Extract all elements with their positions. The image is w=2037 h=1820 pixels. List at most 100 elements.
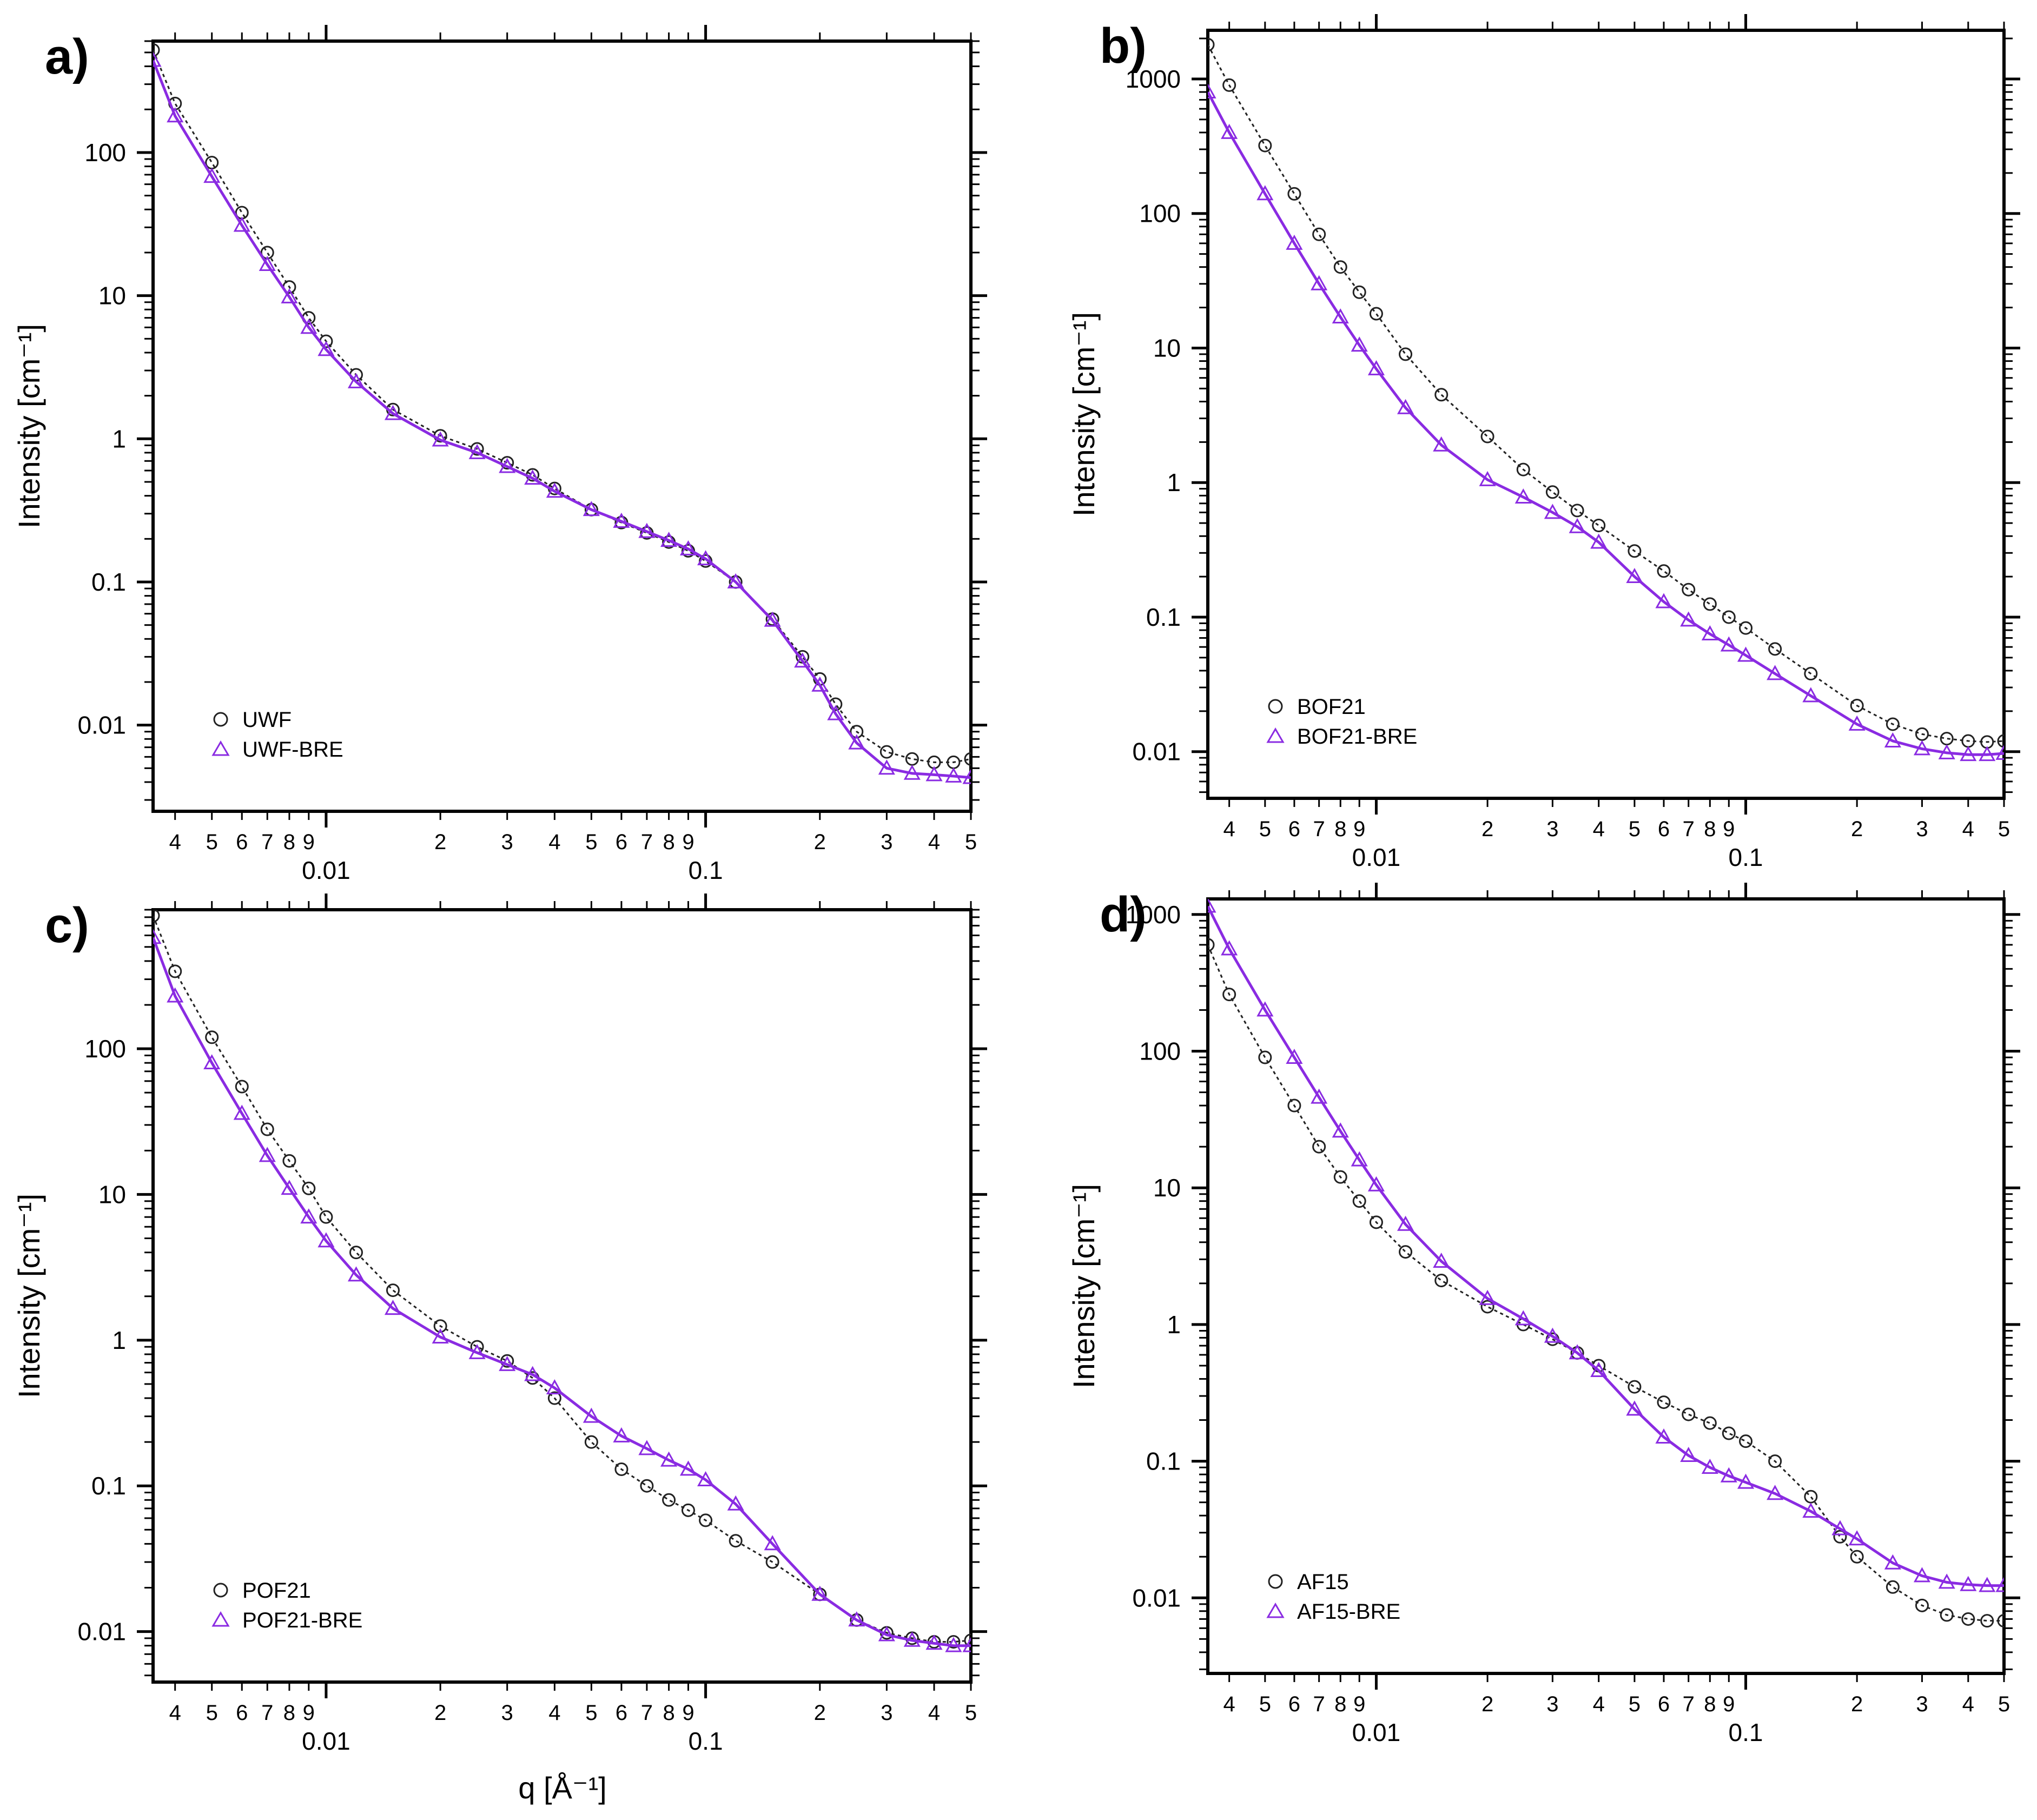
- data-point-triangle: [1514, 1310, 1532, 1326]
- data-point-triangle: [1256, 1001, 1274, 1017]
- x-minor-tick-label: 3: [881, 830, 892, 854]
- data-point-circle: [1222, 988, 1236, 1002]
- data-point-triangle: [384, 1300, 402, 1315]
- data-point-triangle: [1479, 1289, 1496, 1305]
- x-minor-tick-label: 2: [1851, 817, 1863, 841]
- data-point-triangle: [432, 1328, 449, 1344]
- data-point-triangle: [1960, 746, 1977, 762]
- panel-label-4: d): [1100, 887, 1147, 942]
- y-tick-label: 10: [98, 1180, 126, 1208]
- x-minor-tick-label: 5: [206, 1701, 218, 1725]
- x-minor-tick-label: 4: [548, 830, 560, 854]
- x-minor-tick-label: 5: [1629, 817, 1641, 841]
- plot-area-2: [1208, 37, 2004, 762]
- series-line-af15: [1208, 944, 2004, 1622]
- data-point-triangle: [1590, 1362, 1608, 1378]
- x-minor-tick-label: 8: [1334, 1692, 1346, 1716]
- data-point-circle: [1434, 388, 1449, 402]
- data-point-triangle: [1590, 533, 1608, 549]
- data-point-triangle: [524, 1366, 541, 1381]
- data-point-circle: [168, 964, 182, 978]
- data-point-circle: [349, 1246, 363, 1260]
- x-minor-tick-label: 3: [881, 1701, 892, 1725]
- data-point-triangle: [1397, 399, 1414, 414]
- data-point-triangle: [945, 1637, 962, 1652]
- data-point-circle: [1961, 1612, 1975, 1626]
- data-point-circle: [1722, 1426, 1736, 1440]
- data-point-triangle: [903, 1631, 921, 1647]
- data-point-triangle: [1286, 234, 1303, 250]
- x-minor-tick-label: 2: [1482, 1692, 1493, 1716]
- data-point-circle: [1333, 1170, 1347, 1184]
- x-minor-tick-label: 5: [1998, 1692, 2010, 1716]
- data-point-triangle: [347, 373, 365, 388]
- x-minor-tick-label: 6: [1288, 1692, 1300, 1716]
- data-point-circle: [1480, 1300, 1494, 1314]
- y-tick-label: 0.1: [1146, 603, 1181, 631]
- x-minor-tick-label: 2: [814, 830, 826, 854]
- data-point-triangle: [1938, 744, 1955, 759]
- data-point-triangle: [1351, 1151, 1368, 1167]
- legend-entry: AF15-BRE: [1297, 1600, 1400, 1624]
- data-point-circle: [1915, 727, 1929, 741]
- data-point-triangle: [679, 1460, 697, 1476]
- data-point-triangle: [203, 1054, 221, 1070]
- data-point-circle: [433, 1319, 447, 1333]
- y-axis-label: Intensity [cm⁻¹]: [1067, 312, 1101, 517]
- x-minor-tick-label: 2: [434, 1701, 446, 1725]
- y-tick-label: 1: [112, 1326, 126, 1354]
- data-point-triangle: [153, 929, 162, 944]
- x-minor-tick-label: 2: [814, 1701, 826, 1725]
- data-point-triangle: [1884, 732, 1901, 747]
- data-point-circle: [640, 1479, 654, 1493]
- data-point-triangle: [764, 611, 781, 627]
- data-point-triangle: [1701, 625, 1718, 640]
- data-point-circle: [1312, 227, 1326, 241]
- data-point-circle: [1312, 1140, 1326, 1154]
- data-point-circle: [1208, 37, 1215, 51]
- data-point-triangle: [1626, 568, 1643, 584]
- legend-marker-triangle: [1266, 727, 1285, 743]
- data-point-triangle: [697, 550, 715, 566]
- y-tick-label: 0.01: [1132, 738, 1181, 766]
- data-point-circle: [1980, 1614, 1994, 1628]
- x-minor-tick-label: 4: [1223, 817, 1235, 841]
- data-point-triangle: [1655, 1428, 1672, 1444]
- data-point-triangle: [848, 734, 865, 750]
- data-point-triangle: [281, 1180, 298, 1195]
- data-point-triangle: [1767, 1485, 1784, 1500]
- data-point-triangle: [583, 1407, 600, 1423]
- data-point-triangle: [167, 107, 184, 123]
- data-point-circle: [1850, 699, 1864, 713]
- data-point-triangle: [1802, 1503, 1820, 1518]
- data-point-triangle: [1332, 1122, 1349, 1138]
- data-point-triangle: [153, 51, 162, 67]
- data-point-circle: [1739, 621, 1753, 635]
- data-point-circle: [1940, 1608, 1954, 1622]
- data-point-triangle: [638, 1440, 656, 1455]
- data-point-triangle: [524, 469, 541, 485]
- x-minor-tick-label: 7: [261, 830, 273, 854]
- x-minor-tick-label: 6: [616, 1701, 627, 1725]
- data-point-triangle: [811, 1585, 829, 1601]
- legend-marker-triangle: [211, 740, 230, 756]
- data-point-triangle: [1208, 899, 1216, 913]
- x-minor-tick-label: 3: [501, 830, 513, 854]
- data-point-triangle: [1831, 1520, 1849, 1536]
- legend-marker-circle: [213, 712, 228, 727]
- y-tick-label: 100: [1139, 1037, 1181, 1065]
- data-point-circle: [1886, 1580, 1900, 1594]
- data-point-triangle: [281, 288, 298, 303]
- data-point-triangle: [638, 522, 656, 538]
- x-minor-tick-label: 2: [434, 830, 446, 854]
- data-point-triangle: [1433, 436, 1450, 452]
- legend-marker-triangle: [1266, 1603, 1285, 1618]
- data-point-triangle: [1655, 593, 1672, 608]
- data-point-circle: [1703, 1416, 1717, 1430]
- legend-entry: BOF21: [1297, 695, 1366, 719]
- data-point-triangle: [499, 1355, 516, 1371]
- data-point-circle: [1545, 485, 1559, 499]
- data-point-triangle: [613, 512, 630, 528]
- data-point-triangle: [468, 444, 486, 459]
